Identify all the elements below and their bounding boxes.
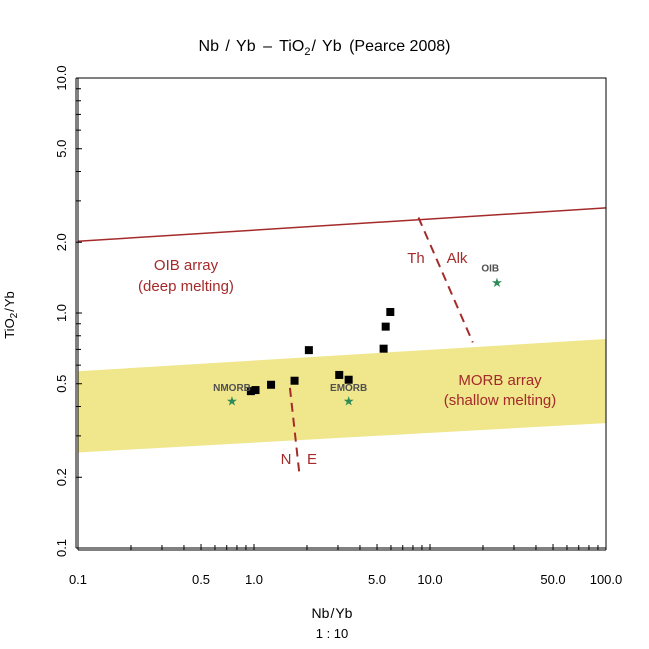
chart-title-yb-2: Yb: [322, 38, 342, 55]
x-tick-label: 0.5: [192, 572, 210, 587]
x-tick-label: 50.0: [540, 572, 565, 587]
y-axis-label-sub: 2: [9, 312, 20, 318]
x-axis-label-slash: /: [330, 605, 334, 621]
y-axis-label-tio: TiO: [2, 318, 17, 338]
x-axis-label-yb: Yb: [335, 605, 352, 621]
data-point: [267, 380, 276, 389]
data-point: [246, 387, 255, 396]
data-point: [344, 375, 353, 384]
y-axis-label: TiO2/Yb: [2, 291, 20, 339]
y-tick-label: 10.0: [54, 65, 69, 90]
data-point: [381, 322, 390, 331]
chart-title-tio: TiO: [279, 38, 304, 55]
data-point: [335, 370, 344, 379]
x-axis-label: Nb/Yb: [312, 605, 353, 621]
e-label: E: [307, 451, 317, 468]
data-point: [304, 346, 313, 355]
x-tick-label: 0.1: [69, 572, 87, 587]
x-axis-label-nb: Nb: [312, 605, 330, 621]
y-tick-label: 0.2: [54, 468, 69, 486]
x-tick-label: 10.0: [417, 572, 442, 587]
y-tick-label: 0.5: [54, 375, 69, 393]
chart-title-slash: /: [225, 38, 230, 55]
y-axis-label-yb: Yb: [2, 291, 17, 307]
chart-title-dash: –: [263, 38, 272, 55]
reference-star-icon: ★: [343, 395, 355, 410]
morb-array-band: [78, 339, 606, 453]
data-point: [251, 386, 260, 395]
y-tick-label: 2.0: [54, 233, 69, 251]
chart-title-yb: Yb: [236, 38, 256, 55]
reference-label: OIB: [481, 264, 499, 275]
y-tick-label: 0.1: [54, 539, 69, 557]
plot-area: ★NMORB★EMORB★OIB: [77, 77, 607, 549]
y-tick-label: 5.0: [54, 140, 69, 158]
n-label: N: [281, 451, 292, 468]
data-point: [386, 307, 395, 316]
x-tick-label: 100.0: [590, 572, 623, 587]
th-alk-divider-line: [417, 217, 474, 343]
data-point: [290, 376, 299, 385]
x-tick-label: 5.0: [368, 572, 386, 587]
chart-title-sub: 2: [304, 46, 310, 58]
reference-points: ★NMORB★EMORB★OIB: [213, 264, 503, 410]
oib-array-label: OIB array: [154, 257, 219, 274]
reference-star-icon: ★: [226, 395, 238, 410]
data-points: [246, 307, 395, 396]
reference-label: EMORB: [330, 383, 367, 394]
plot-frame: [77, 77, 607, 549]
chart-title: Nb / Yb – TiO2/ Yb (Pearce 2008): [199, 38, 451, 58]
y-tick-label: 1.0: [54, 304, 69, 322]
chart-title-slash-2: /: [311, 38, 316, 55]
x-axis-scale-note: 1 : 10: [316, 626, 349, 641]
reference-label: NMORB: [213, 383, 251, 394]
y-axis-label-slash: /: [2, 308, 17, 312]
chart-title-nb: Nb: [199, 38, 220, 55]
alk-label: Alk: [447, 250, 468, 267]
x-axis: 0.1 0.5 1.0 5.0 10.0 50.0 100.0: [69, 544, 622, 587]
data-point: [379, 344, 388, 353]
oib-array-sublabel: (deep melting): [138, 278, 234, 295]
chart-title-source: (Pearce 2008): [349, 38, 450, 55]
th-label: Th: [407, 250, 425, 267]
reference-star-icon: ★: [491, 276, 503, 291]
oib-array-line: [77, 207, 607, 242]
y-axis: 0.1 0.2 0.5 1.0 2.0 5.0 10.0: [54, 65, 82, 557]
x-tick-label: 1.0: [245, 572, 263, 587]
morb-array-label: MORB array: [458, 372, 542, 389]
morb-array-sublabel: (shallow melting): [444, 392, 557, 409]
